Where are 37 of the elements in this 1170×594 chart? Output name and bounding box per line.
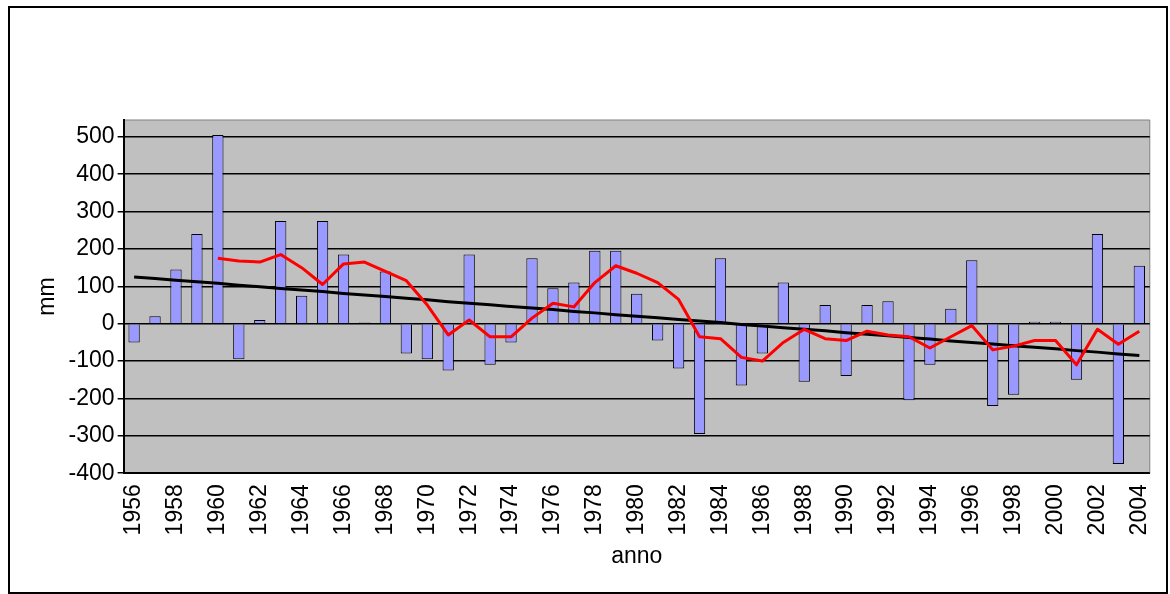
x-tick-label: 2004	[1124, 484, 1151, 536]
y-tick-label: -400	[68, 458, 115, 485]
x-tick-label: 1960	[203, 484, 230, 536]
y-tick-label: -100	[68, 346, 115, 373]
x-tick-label: 1994	[915, 484, 942, 536]
x-tick-label: 1998	[999, 484, 1026, 536]
x-tick-label: 1996	[957, 484, 984, 536]
y-tick-label: 100	[76, 271, 115, 298]
x-tick-label: 1984	[705, 484, 732, 536]
x-tick-label: 1968	[370, 484, 397, 536]
x-tick-label: 1970	[412, 484, 439, 536]
x-tick-label: 1966	[328, 484, 355, 536]
x-tick-label: 2002	[1082, 484, 1109, 536]
x-tick-label: 1986	[747, 484, 774, 536]
x-tick-label: 1978	[580, 484, 607, 536]
y-tick-label: -200	[68, 383, 115, 410]
x-tick-label: 1962	[245, 484, 272, 536]
x-tick-label: 1988	[789, 484, 816, 536]
y-tick-label: -300	[68, 421, 115, 448]
x-tick-label: 1958	[161, 484, 188, 536]
y-tick-label: 0	[101, 309, 115, 336]
x-tick-label: 1956	[119, 484, 146, 536]
x-tick-label: 1980	[622, 484, 649, 536]
x-tick-label: 1976	[538, 484, 565, 536]
y-tick-label: 400	[76, 159, 115, 186]
y-axis-title: mm	[33, 277, 60, 316]
y-tick-label: 200	[76, 234, 115, 261]
x-tick-label: 1972	[454, 484, 481, 536]
x-tick-label: 1974	[496, 484, 523, 536]
x-tick-label: 1990	[831, 484, 858, 536]
x-axis-title: anno	[611, 541, 663, 568]
x-tick-label: 1964	[286, 484, 313, 536]
x-tick-label: 2000	[1040, 484, 1067, 536]
x-tick-label: 1982	[663, 484, 690, 536]
x-tick-label: 1992	[873, 484, 900, 536]
y-tick-label: 500	[76, 122, 115, 149]
y-tick-label: 300	[76, 196, 115, 223]
